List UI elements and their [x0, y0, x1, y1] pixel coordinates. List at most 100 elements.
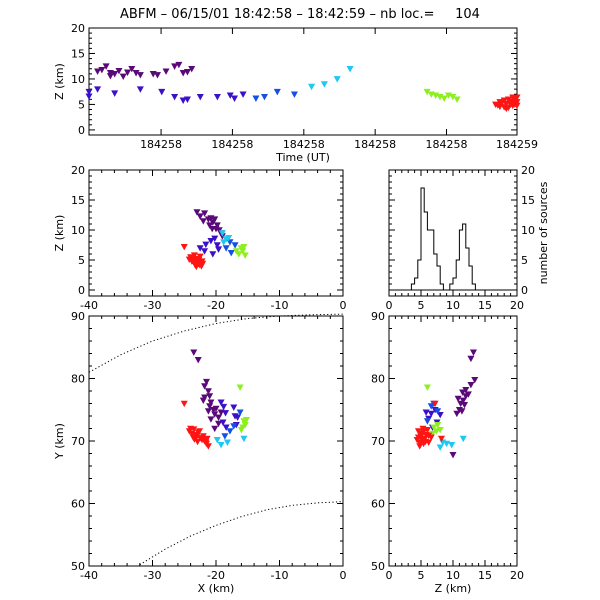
z-y-point [430, 424, 438, 431]
z-y-point [449, 451, 457, 459]
z-y-point [461, 401, 469, 409]
x-y-point [204, 408, 212, 415]
time-height-point [196, 93, 204, 101]
x-z-point [193, 209, 201, 216]
x-z-ytick-label: 5 [78, 254, 85, 267]
z-y-point [416, 443, 424, 450]
z-y-point [454, 395, 462, 403]
time-height-xlabel: Time (UT) [275, 151, 330, 164]
x-z-ytick-label: 0 [78, 284, 85, 297]
x-z-point [227, 250, 235, 257]
x-y-xtick-label: 0 [340, 569, 347, 582]
x-y-point [201, 394, 209, 401]
figure-title: ABFM – 06/15/01 18:42:58 – 18:42:59 – nb… [120, 7, 480, 22]
time-height-point [502, 105, 510, 113]
x-y-point [242, 416, 250, 424]
z-y-point [423, 384, 431, 391]
x-z-point [218, 230, 226, 237]
time-height-frame [88, 27, 518, 136]
time-height-point [453, 96, 461, 103]
z-y-ytick-label: 50 [371, 560, 385, 573]
time-height-point [188, 65, 196, 73]
x-z-point [199, 260, 207, 268]
x-y-ytick-label: 50 [71, 560, 85, 573]
z-y-ytick-label: 80 [371, 373, 385, 386]
x-y-point [221, 433, 229, 440]
time-height-point [98, 66, 106, 74]
x-z-point [201, 210, 209, 217]
z-y-point [471, 376, 479, 384]
z-y-point [459, 397, 467, 405]
x-y-ylabel: Y (km) [53, 423, 66, 460]
z-y-point [434, 421, 442, 429]
z-y-ytick-label: 90 [371, 310, 385, 323]
x-z-xtick-label: -10 [271, 299, 289, 312]
x-z-point [185, 256, 193, 264]
x-y-point [215, 420, 223, 428]
x-y-point [236, 409, 244, 416]
x-z-point [225, 235, 233, 242]
x-z-point [220, 239, 228, 246]
z-y-point [425, 439, 433, 446]
z-y-xtick-label: 0 [386, 569, 393, 582]
time-height-point [85, 88, 93, 96]
x-y-point [207, 416, 215, 423]
x-z-ytick-label: 20 [71, 164, 85, 177]
x-y-xtick-label: -40 [80, 569, 98, 582]
time-height-point [102, 63, 110, 70]
x-y-point [237, 426, 245, 434]
time-height-xtick-label: 184258 [283, 138, 325, 151]
x-z-point [212, 226, 220, 233]
time-height-point [252, 95, 260, 102]
time-height-ytick-label: 20 [71, 22, 85, 35]
x-z-frame [88, 169, 344, 297]
time-height-point [111, 90, 119, 97]
z-y-point [459, 435, 467, 443]
x-y-point [217, 399, 225, 406]
time-height-point [513, 102, 521, 110]
x-z-point [235, 251, 243, 258]
histogram-ytick-label: 5 [521, 254, 528, 267]
z-y-point [421, 435, 429, 443]
time-height-point [231, 95, 239, 102]
time-height-point [346, 65, 354, 73]
time-height-point [320, 81, 328, 88]
histogram-bin [427, 230, 430, 290]
time-height-point [308, 83, 316, 91]
z-y-point [427, 434, 435, 441]
z-y-ytick-label: 60 [371, 498, 385, 511]
time-height-point [183, 69, 191, 76]
x-y-panel: 50 60 70 80 90 -40 -30 -20 -10 0 X (km) Y (km) [53, 310, 347, 595]
x-z-point [213, 222, 221, 229]
z-y-point [436, 426, 444, 434]
x-z-ylabel: Z (km) [53, 215, 66, 252]
time-height-point [213, 93, 221, 101]
x-y-point [207, 399, 215, 406]
x-y-point [206, 393, 214, 400]
x-y-point [217, 409, 225, 416]
x-z-point [191, 262, 199, 269]
x-z-xtick-label: -40 [80, 299, 98, 312]
time-height-point [94, 68, 102, 75]
x-z-point [196, 245, 204, 252]
time-height-point [226, 92, 234, 99]
z-y-point [467, 381, 475, 389]
histogram-xtick-label: 15 [478, 299, 492, 312]
range-ring [139, 501, 344, 566]
histogram-xtick-label: 10 [446, 299, 460, 312]
x-y-point [206, 403, 214, 410]
x-z-point [241, 252, 249, 259]
x-z-point [207, 238, 215, 245]
x-y-ytick-label: 60 [71, 498, 85, 511]
z-y-point [459, 389, 467, 396]
x-y-point [190, 436, 198, 443]
x-y-point [203, 435, 211, 443]
time-height-point [179, 70, 187, 77]
time-height-point [171, 63, 179, 70]
time-height-point [128, 65, 136, 73]
x-y-point [201, 383, 209, 390]
x-y-point [187, 425, 195, 433]
time-height-point [175, 61, 183, 69]
